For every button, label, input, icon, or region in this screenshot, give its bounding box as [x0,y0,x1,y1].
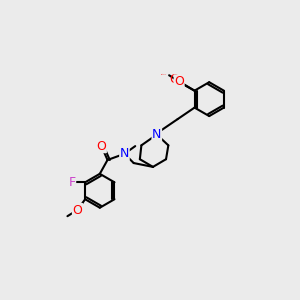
Text: O: O [73,203,82,217]
Text: N: N [120,147,129,160]
Text: O: O [169,73,179,85]
Text: methoxy: methoxy [160,74,167,75]
Text: O: O [96,140,106,153]
Text: O: O [174,75,184,88]
Text: N: N [152,128,161,141]
Text: F: F [68,176,76,189]
